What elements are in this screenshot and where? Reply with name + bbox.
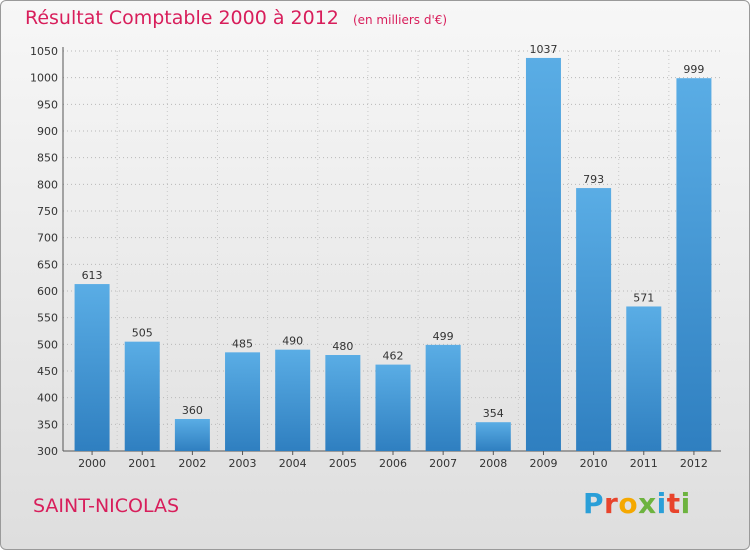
data-label-2012: 999 xyxy=(683,63,704,76)
data-label-2004: 490 xyxy=(282,335,303,348)
y-tick-label: 950 xyxy=(37,98,58,111)
data-label-2010: 793 xyxy=(583,173,604,186)
logo-letter: r xyxy=(604,487,619,520)
data-label-2006: 462 xyxy=(383,350,404,363)
grid-layer xyxy=(62,47,721,455)
bars-layer xyxy=(74,57,712,452)
data-label-2002: 360 xyxy=(182,404,203,417)
x-tick-label-2011: 2011 xyxy=(630,457,658,470)
y-tick-label: 450 xyxy=(37,365,58,378)
data-label-2003: 485 xyxy=(232,337,253,350)
logo-letter: i xyxy=(680,487,691,520)
data-label-2009: 1037 xyxy=(529,43,557,56)
logo-letter: i xyxy=(656,487,667,520)
y-tick-label: 600 xyxy=(37,285,58,298)
labels-layer: 300 350 400 450 500 550 600 650 700 750 800 850 900 9… xyxy=(30,43,708,470)
y-tick-label: 900 xyxy=(37,125,58,138)
chart-title: Résultat Comptable 2000 à 2012 (en milli… xyxy=(25,7,447,29)
proxiti-logo[interactable]: Proxiti xyxy=(583,487,691,520)
x-tick-label-2004: 2004 xyxy=(279,457,307,470)
bar-2012[interactable] xyxy=(676,78,712,451)
data-label-2000: 613 xyxy=(82,269,103,282)
chart-subtitle: (en milliers d'€) xyxy=(352,13,448,27)
y-tick-label: 350 xyxy=(37,418,58,431)
y-tick-label: 650 xyxy=(37,258,58,271)
x-tick-label-2000: 2000 xyxy=(78,457,106,470)
data-label-2005: 480 xyxy=(332,340,353,353)
y-tick-label: 1000 xyxy=(30,72,58,85)
y-tick-label: 400 xyxy=(37,392,58,405)
x-tick-label-2006: 2006 xyxy=(379,457,407,470)
bar-2011[interactable] xyxy=(626,306,662,451)
bar-2010[interactable] xyxy=(576,188,612,452)
bar-2006[interactable] xyxy=(375,364,411,451)
x-tick-label-2009: 2009 xyxy=(529,457,557,470)
bar-2002[interactable] xyxy=(174,419,210,451)
y-tick-label: 700 xyxy=(37,232,58,245)
bar-2008[interactable] xyxy=(475,422,511,451)
x-tick-label-2008: 2008 xyxy=(479,457,507,470)
y-tick-label: 800 xyxy=(37,178,58,191)
bar-2004[interactable] xyxy=(275,349,311,451)
x-tick-label-2005: 2005 xyxy=(329,457,357,470)
bar-2001[interactable] xyxy=(124,341,160,451)
logo-letter: x xyxy=(638,487,657,520)
logo-letter: P xyxy=(583,487,605,520)
data-label-2008: 354 xyxy=(483,407,504,420)
y-tick-label: 850 xyxy=(37,152,58,165)
data-label-2001: 505 xyxy=(132,327,153,340)
logo-letter: t xyxy=(666,487,681,520)
chart-title-text: Résultat Comptable 2000 à 2012 xyxy=(25,7,339,29)
x-tick-label-2001: 2001 xyxy=(128,457,156,470)
y-tick-label: 550 xyxy=(37,312,58,325)
x-tick-label-2010: 2010 xyxy=(580,457,608,470)
data-label-2007: 499 xyxy=(433,330,454,343)
x-tick-label-2007: 2007 xyxy=(429,457,457,470)
bar-2007[interactable] xyxy=(425,344,461,451)
bar-2003[interactable] xyxy=(225,352,261,451)
bar-2000[interactable] xyxy=(74,284,110,451)
y-tick-label: 300 xyxy=(37,445,58,458)
bar-2009[interactable] xyxy=(525,57,561,451)
city-name: SAINT-NICOLAS xyxy=(33,495,180,517)
y-tick-label: 500 xyxy=(37,338,58,351)
data-label-2011: 571 xyxy=(633,291,654,304)
x-tick-label-2002: 2002 xyxy=(178,457,206,470)
y-tick-label: 750 xyxy=(37,205,58,218)
x-tick-label-2003: 2003 xyxy=(229,457,257,470)
x-tick-label-2012: 2012 xyxy=(680,457,708,470)
y-tick-label: 1050 xyxy=(30,45,58,58)
logo-letter: o xyxy=(618,487,639,520)
bar-2005[interactable] xyxy=(325,355,361,451)
